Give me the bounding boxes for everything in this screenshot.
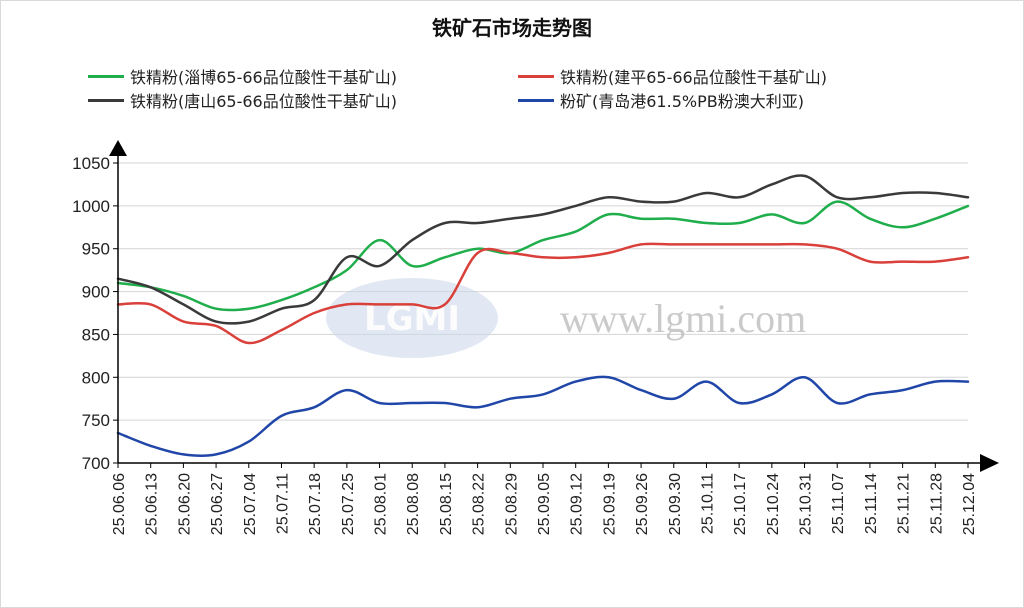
y-tick-label: 750	[82, 411, 110, 430]
x-tick-label: 25.06.06	[111, 473, 128, 535]
y-axis-arrow	[109, 140, 127, 156]
x-tick-label: 25.10.24	[765, 473, 782, 535]
series-line-jianping	[116, 242, 970, 345]
series-line-qingdao	[116, 375, 970, 458]
x-tick-label: 25.07.11	[274, 473, 291, 534]
x-tick-label: 25.09.30	[667, 473, 684, 535]
x-tick-label: 25.06.27	[209, 473, 226, 535]
legend-label-zibo: 铁精粉(淄博65-66品位酸性干基矿山)	[130, 68, 397, 87]
legend-swatch-qingdao	[518, 98, 554, 102]
x-tick-label: 25.06.20	[176, 473, 193, 535]
y-tick-label: 800	[82, 368, 110, 387]
legend-label-tangshan: 铁精粉(唐山65-66品位酸性干基矿山)	[130, 92, 397, 111]
y-tick-label: 1050	[72, 154, 110, 173]
watermark: LGMI www.lgmi.com	[326, 278, 806, 358]
y-tick-labels: 700 750 800 850 900 950 1000 1050	[72, 154, 110, 473]
x-tick-label: 25.09.05	[536, 473, 553, 535]
x-tick-label: 25.10.31	[798, 473, 815, 535]
series-line-tangshan	[116, 174, 970, 325]
x-axis-arrow	[980, 454, 999, 472]
x-tick-label: 25.11.14	[863, 473, 880, 534]
legend-item-tangshan[interactable]: 铁精粉(唐山65-66品位酸性干基矿山)	[88, 88, 397, 112]
x-tick-label: 25.08.08	[405, 473, 422, 535]
x-tick-label: 25.07.18	[307, 473, 324, 535]
x-tick-label: 25.09.26	[634, 473, 651, 535]
x-tick-label: 25.07.04	[242, 473, 259, 535]
x-tick-label: 25.07.25	[340, 473, 357, 535]
x-tick-label: 25.11.21	[896, 473, 913, 534]
x-tick-label: 25.08.15	[438, 473, 455, 535]
y-tick-label: 850	[82, 325, 110, 344]
chart-title: 铁矿石市场走势图	[432, 16, 592, 40]
x-tick-label: 25.06.13	[144, 473, 161, 535]
x-tick-label: 25.10.17	[732, 473, 749, 535]
series-lines	[116, 174, 970, 458]
y-tick-label: 900	[82, 283, 110, 302]
x-tick-label: 25.10.11	[699, 473, 716, 534]
series-line-zibo	[116, 200, 970, 312]
y-tick-label: 1000	[72, 197, 110, 216]
x-tick-label: 25.08.01	[373, 473, 390, 535]
x-tick-label: 25.12.04	[961, 473, 978, 535]
legend-label-jianping: 铁精粉(建平65-66品位酸性干基矿山)	[560, 68, 827, 87]
legend-swatch-jianping	[518, 74, 554, 78]
legend-item-jianping[interactable]: 铁精粉(建平65-66品位酸性干基矿山)	[518, 64, 827, 88]
y-tick-label: 700	[82, 454, 110, 473]
legend-swatch-zibo	[88, 74, 124, 78]
legend-swatch-tangshan	[88, 98, 124, 102]
y-tick-label: 950	[82, 240, 110, 259]
watermark-site-text: www.lgmi.com	[560, 296, 806, 341]
legend-item-zibo[interactable]: 铁精粉(淄博65-66品位酸性干基矿山)	[88, 64, 397, 88]
x-tick-label: 25.09.12	[569, 473, 586, 535]
watermark-logo-ellipse	[326, 278, 498, 358]
x-tick-label: 25.08.29	[503, 473, 520, 535]
x-tick-label: 25.08.22	[471, 473, 488, 535]
x-tick-label: 25.11.28	[928, 473, 945, 534]
x-tick-label: 25.11.07	[830, 473, 847, 534]
legend-label-qingdao: 粉矿(青岛港61.5%PB粉澳大利亚)	[560, 92, 804, 111]
x-tick-label: 25.09.19	[601, 473, 618, 535]
x-tick-labels: 25.06.06 25.06.13 25.06.20 25.06.27 25.07.04…	[111, 473, 978, 535]
axes	[109, 140, 999, 472]
legend-item-qingdao[interactable]: 粉矿(青岛港61.5%PB粉澳大利亚)	[518, 88, 804, 112]
